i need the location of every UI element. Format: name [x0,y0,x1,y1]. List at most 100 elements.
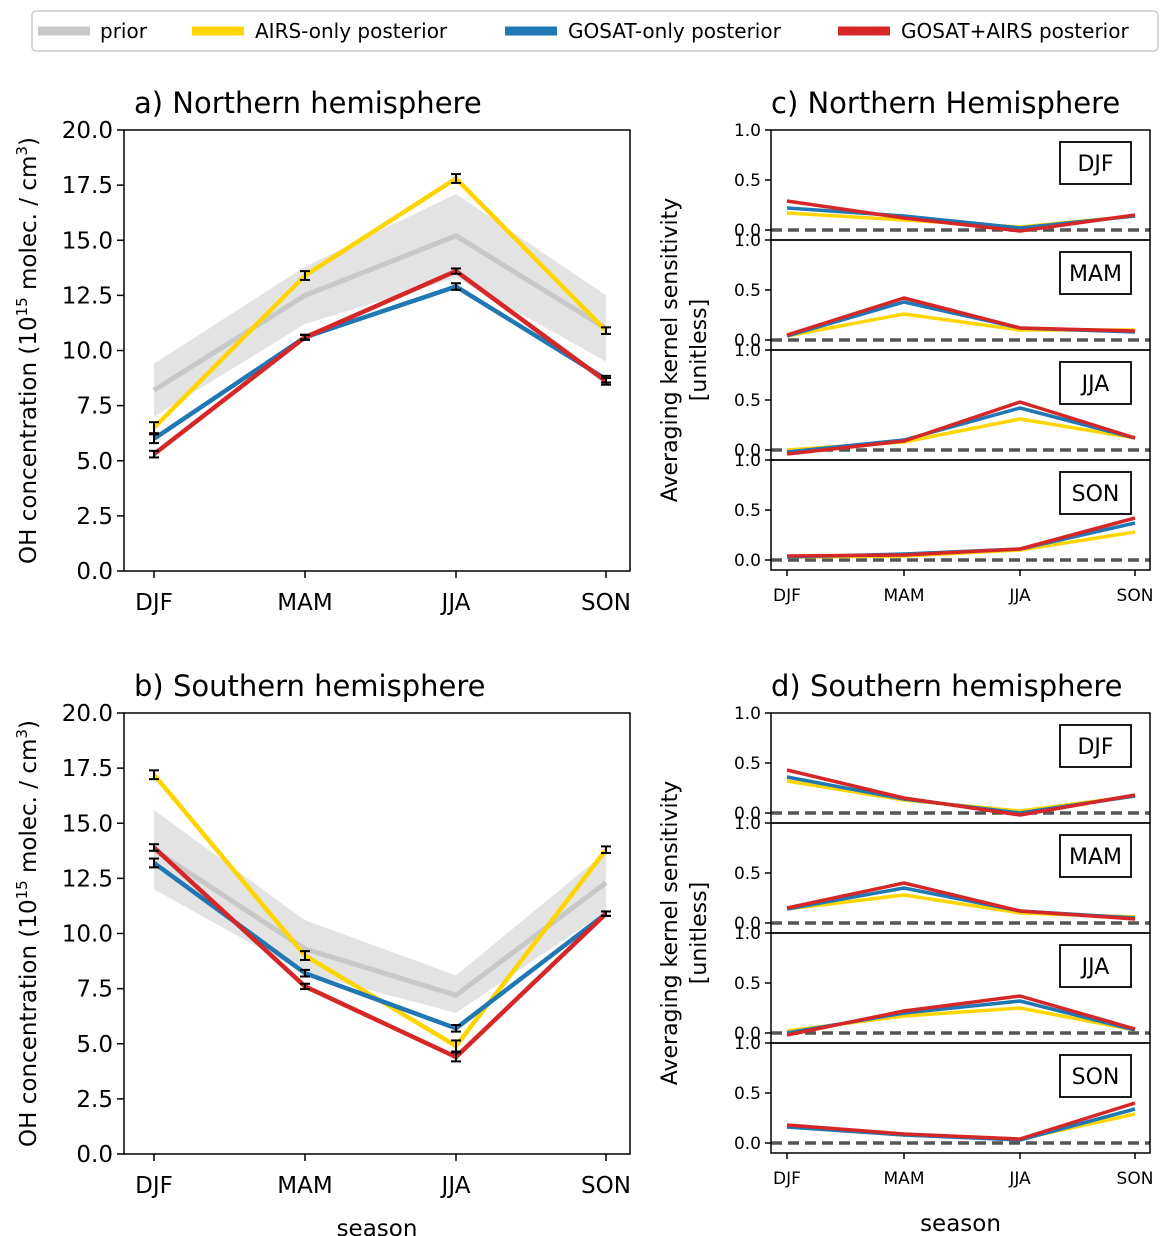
subplot-SON: 0.0 0.5 1.0 SON [734,1034,1151,1154]
errorbar-both-MAM [300,334,310,341]
y-tick-label: 2.5 [76,504,113,530]
panel-title: c) Northern Hemisphere [771,86,1120,120]
errorbar-airs-JJA [451,173,461,184]
series-line-airs [152,176,608,430]
series-line-both [786,881,1136,921]
y-tick-label: 0.0 [734,441,761,461]
x-tick-label: SON [581,590,631,616]
y-tick-label: 0.0 [734,1024,761,1044]
y-tick-label: 0.0 [76,1142,113,1168]
prior-uncertainty-band [154,193,606,417]
y-tick-label: 0.0 [734,221,761,241]
y-tick-label: 0.0 [734,1134,761,1154]
y-tick-label: 20.0 [62,118,113,144]
y-axis-label-line1: Averaging kernel sensitivity [658,198,683,503]
errorbar-airs-SON [601,326,611,335]
subplot-SON: 0.0 0.5 1.0 SON [734,451,1151,571]
season-label: JJA [1080,372,1110,397]
series-line-prior [152,847,608,999]
series-line-gosat [152,284,608,441]
y-tick-label: 0.5 [734,754,761,774]
series-line-both [786,296,1136,337]
panel-c: c) Northern Hemisphere 0.0 0.5 1.0 DJF 0.0 0.5… [658,86,1153,606]
panel-b: 0.0 2.5 5.0 7.5 10.0 12.5 15.0 17.5 20.0 DJF MAM JJ… [13,669,631,1236]
season-label: SON [1072,482,1120,507]
x-axis-label: season [920,1211,1001,1236]
season-label: DJF [1077,152,1113,177]
errorbar-both-JJA [451,1051,461,1063]
subplot-DJF: 0.0 0.5 1.0 DJF [734,704,1151,824]
x-tick-label: DJF [135,590,173,616]
season-label: SON [1072,1065,1120,1090]
errorbar-airs-MAM [300,270,310,281]
x-tick-label: DJF [773,1169,801,1189]
x-tick-label: DJF [135,1173,173,1199]
x-tick-label: MAM [277,590,332,616]
subplot-JJA: 0.0 0.5 1.0 JJA [734,924,1151,1044]
y-tick-label: 12.5 [62,866,113,892]
y-tick-label: 0.5 [734,171,761,191]
subplot-MAM: 0.0 0.5 1.0 MAM [734,231,1151,351]
season-label: MAM [1069,262,1122,287]
y-tick-label: 1.0 [734,231,761,251]
subplot-MAM: 0.0 0.5 1.0 MAM [734,814,1151,934]
errorbar-both-DJF [149,843,159,852]
y-tick-label: 0.5 [734,1084,761,1104]
season-label-box [1059,471,1132,515]
x-tick-label: JJA [440,1173,471,1199]
season-label: JJA [1080,955,1110,980]
season-label-box [1059,944,1132,988]
series-line-both [786,199,1136,233]
errorbar-gosat-JJA [451,1024,461,1033]
panel-d: d) Southern hemisphere 0.0 0.5 1.0 DJF 0.0 0.5… [658,669,1153,1236]
season-label-box [1059,361,1132,405]
legend-label-both: GOSAT+AIRS posterior [901,19,1129,43]
y-tick-label: 0.0 [734,551,761,571]
legend-label-airs: AIRS-only posterior [255,19,448,43]
legend-frame [31,10,1159,52]
y-tick-label: 1.0 [734,451,761,471]
errorbar-both-JJA [451,267,461,275]
subplot-frame [770,459,1151,571]
x-tick-label: DJF [773,586,801,606]
x-tick-label: JJA [1008,586,1031,606]
y-axis-label-line2: [unitless] [687,299,712,401]
x-tick-label: MAM [884,586,925,606]
legend: prior AIRS-only posterior GOSAT-only poste… [31,10,1159,52]
errorbar-gosat-DJF [149,433,159,445]
y-tick-label: 20.0 [62,701,113,727]
y-axis-label: OH concentration (1015 molec. / cm3) [13,720,42,1147]
panel-title: a) Northern hemisphere [134,86,482,120]
errorbar-airs-SON [601,845,611,855]
series-line-both [786,516,1136,558]
y-axis-label: OH concentration (1015 molec. / cm3) [13,137,42,564]
y-axis-label-line1: Averaging kernel sensitivity [658,781,683,1086]
errorbar-airs-DJF [149,421,159,435]
series-line-both [786,994,1136,1037]
x-tick-label: SON [581,1173,631,1199]
errorbar-both-MAM [300,982,310,991]
errorbar-both-DJF [149,449,159,459]
x-tick-label: JJA [440,590,471,616]
errorbar-both-SON [601,377,611,386]
series-line-gosat [786,999,1136,1035]
legend-label-gosat: GOSAT-only posterior [568,19,782,43]
y-tick-label: 7.5 [76,394,113,420]
y-tick-label: 1.0 [734,704,761,724]
y-tick-label: 0.5 [734,281,761,301]
y-tick-label: 5.0 [76,1032,113,1058]
season-label-box [1059,724,1132,768]
x-tick-label: SON [1117,1169,1154,1189]
y-tick-label: 0.5 [734,974,761,994]
prior-uncertainty-band [154,810,606,1013]
series-line-both [152,268,608,456]
x-tick-label: MAM [884,1169,925,1189]
series-line-prior [152,233,608,393]
series-line-airs [786,1006,1136,1033]
subplot-DJF: 0.0 0.5 1.0 DJF [734,121,1151,241]
series-line-both [786,400,1136,456]
y-tick-label: 1.0 [734,341,761,361]
season-label: DJF [1077,735,1113,760]
series-line-both [786,1101,1136,1141]
